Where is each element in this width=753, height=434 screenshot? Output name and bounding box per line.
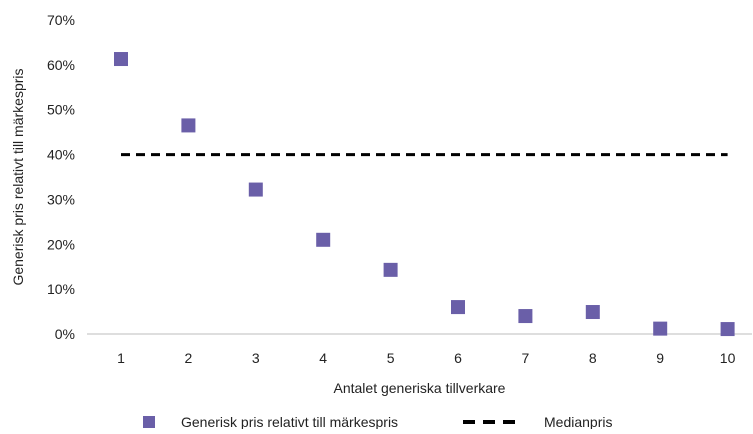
data-point xyxy=(248,182,263,197)
data-point xyxy=(720,322,735,337)
data-point xyxy=(181,118,196,133)
x-tick-label: 4 xyxy=(319,350,327,366)
x-tick-label: 7 xyxy=(522,350,530,366)
data-point xyxy=(518,309,533,324)
y-tick-label: 20% xyxy=(47,236,75,252)
y-axis-ticks: 0% 10% 20% 30% 40% 50% 60% 70% xyxy=(47,12,75,342)
y-tick-label: 40% xyxy=(47,147,75,163)
x-axis-label: Antalet generiska tillverkare xyxy=(334,380,506,396)
series-layer xyxy=(114,52,735,337)
y-tick-label: 30% xyxy=(47,191,75,207)
x-tick-label: 10 xyxy=(720,350,736,366)
y-tick-label: 10% xyxy=(47,281,75,297)
y-axis-label: Generisk pris relativt till märkespris xyxy=(10,68,26,285)
x-tick-label: 8 xyxy=(589,350,597,366)
y-tick-label: 70% xyxy=(47,12,75,28)
legend: Generisk pris relativt till märkespris M… xyxy=(143,414,612,430)
legend-label: Generisk pris relativt till märkespris xyxy=(181,414,398,429)
data-point xyxy=(316,232,331,247)
y-tick-label: 60% xyxy=(47,57,75,73)
data-point xyxy=(451,300,465,315)
x-tick-label: 2 xyxy=(185,350,193,366)
x-tick-label: 5 xyxy=(387,350,395,366)
data-point xyxy=(653,321,668,336)
x-axis-ticks: 1 2 3 4 5 6 7 8 9 10 xyxy=(117,350,735,366)
x-tick-label: 1 xyxy=(117,350,125,366)
data-point xyxy=(383,262,398,277)
x-tick-label: 9 xyxy=(656,350,664,366)
y-tick-label: 50% xyxy=(47,102,75,118)
x-tick-label: 6 xyxy=(454,350,462,366)
y-tick-label: 0% xyxy=(55,326,75,342)
data-point xyxy=(114,52,128,67)
x-tick-label: 3 xyxy=(252,350,260,366)
legend-label: Medianpris xyxy=(544,414,612,429)
legend-marker-square xyxy=(143,416,155,428)
data-point xyxy=(585,305,600,320)
